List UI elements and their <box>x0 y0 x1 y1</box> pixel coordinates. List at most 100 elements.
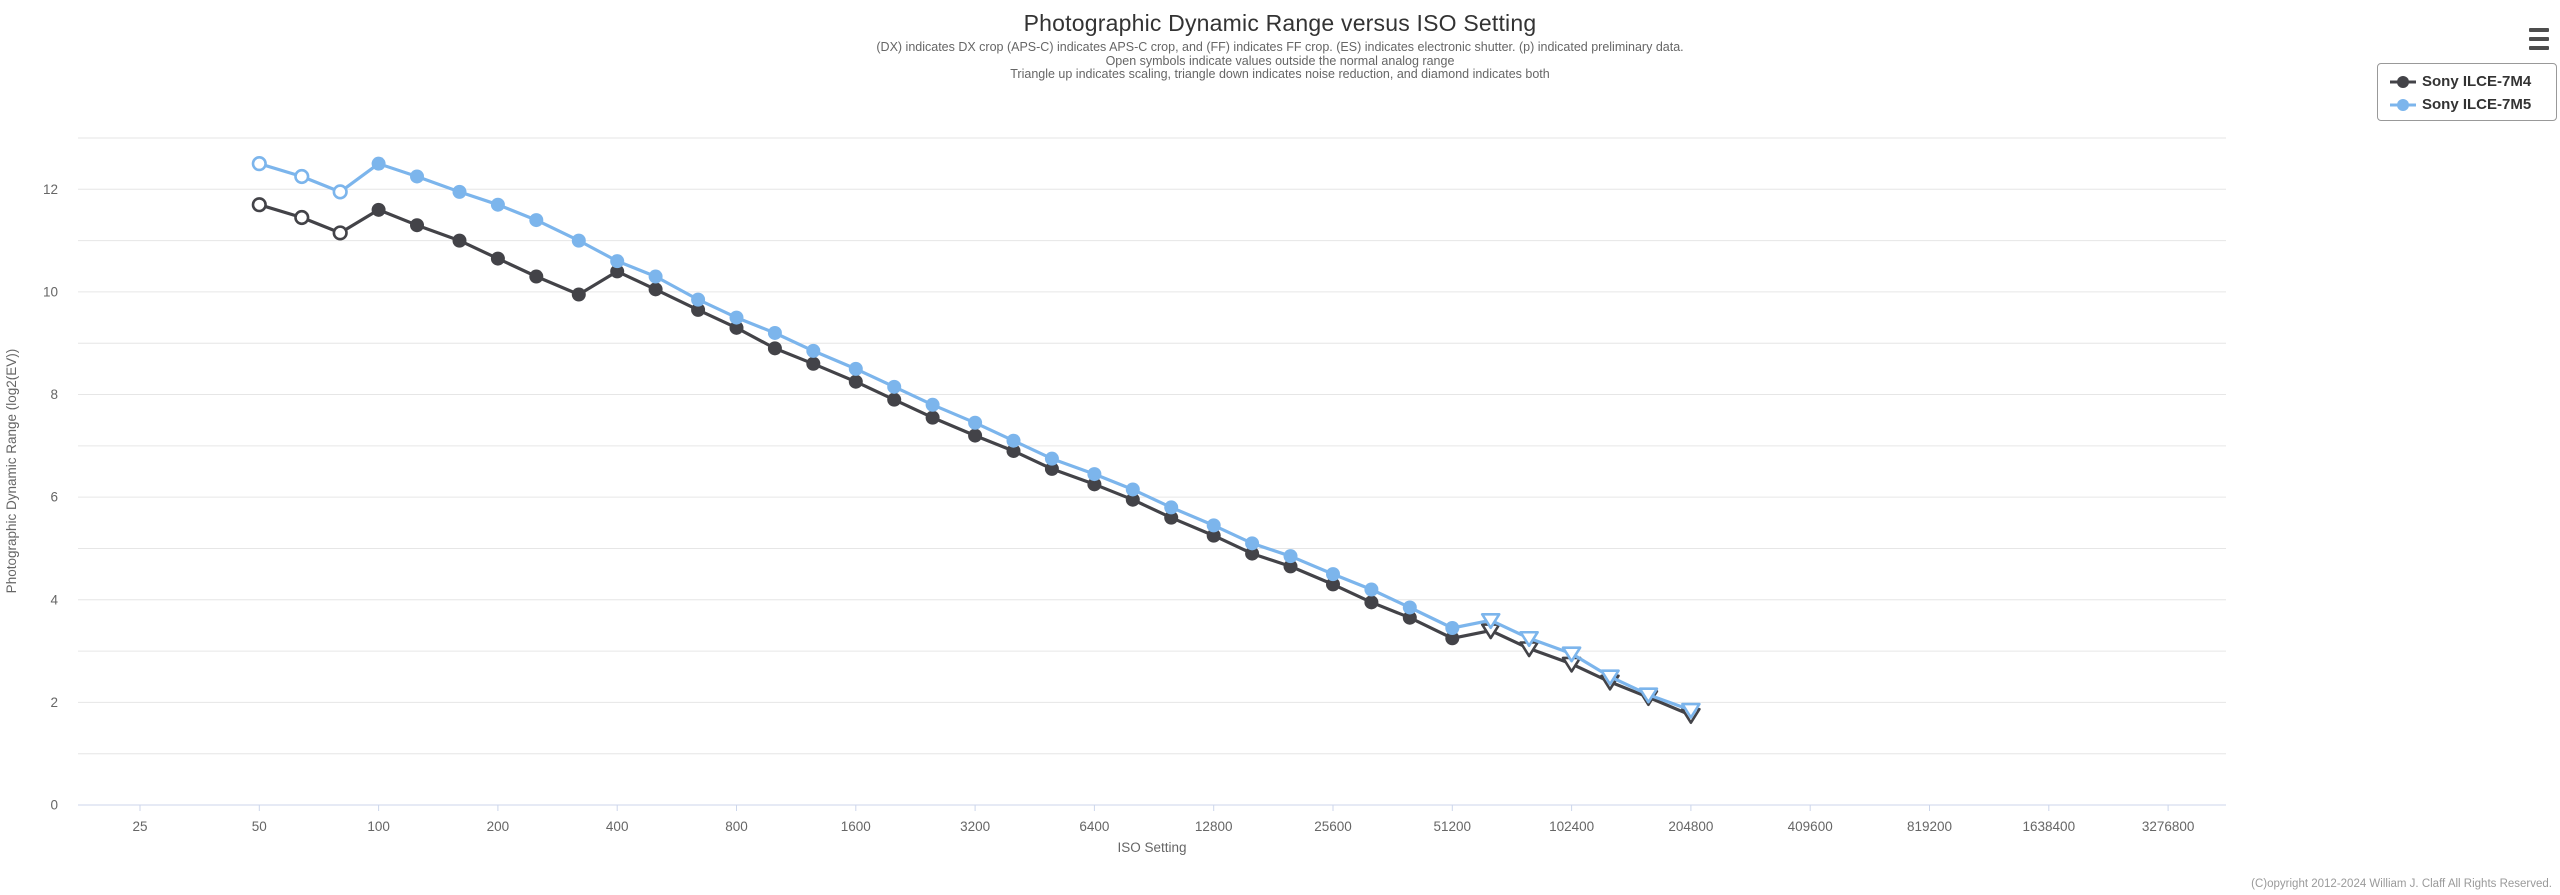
x-tick-label: 200 <box>487 819 510 834</box>
data-point-open[interactable] <box>251 156 267 172</box>
data-point[interactable] <box>848 361 863 376</box>
series-sony-ilce-7m5 <box>251 156 1701 719</box>
data-point-triangle-down[interactable] <box>1600 669 1620 686</box>
data-point-triangle-down[interactable] <box>1480 612 1501 630</box>
data-point[interactable] <box>1402 600 1417 615</box>
data-point[interactable] <box>1087 467 1102 482</box>
x-tick-label: 50 <box>252 819 267 834</box>
data-point[interactable] <box>1283 559 1298 574</box>
data-point[interactable] <box>887 392 902 407</box>
data-point[interactable] <box>1445 631 1460 646</box>
data-point[interactable] <box>610 264 625 279</box>
x-tick-label: 1638400 <box>2023 819 2076 834</box>
chart-subtitle: (DX) indicates DX crop (APS-C) indicates… <box>0 40 2560 82</box>
y-tick-label: 0 <box>50 798 58 813</box>
x-tick-label: 800 <box>725 819 748 834</box>
data-point[interactable] <box>1044 451 1059 466</box>
legend: Sony ILCE-7M4 Sony ILCE-7M5 <box>2377 63 2557 121</box>
x-tick-label: 3276800 <box>2142 819 2195 834</box>
x-tick-label: 51200 <box>1434 819 1472 834</box>
chart-title: Photographic Dynamic Range versus ISO Se… <box>1023 10 1537 36</box>
data-point[interactable] <box>571 233 586 248</box>
data-point[interactable] <box>1006 433 1021 448</box>
subtitle-line-2: Open symbols indicate values outside the… <box>1105 53 1455 68</box>
data-point[interactable] <box>1283 549 1298 564</box>
data-point[interactable] <box>691 292 706 307</box>
data-point[interactable] <box>452 184 467 199</box>
data-point[interactable] <box>729 310 744 325</box>
legend-item-sony-ilce-7m4[interactable]: Sony ILCE-7M4 <box>2390 70 2556 93</box>
x-tick-label: 25600 <box>1314 819 1352 834</box>
data-point[interactable] <box>371 156 386 171</box>
y-tick-label: 8 <box>50 387 58 402</box>
data-point[interactable] <box>925 397 940 412</box>
data-point[interactable] <box>410 169 425 184</box>
data-point[interactable] <box>1125 492 1140 507</box>
data-point[interactable] <box>848 374 863 389</box>
data-point[interactable] <box>1206 528 1221 543</box>
data-point-open[interactable] <box>332 184 348 200</box>
data-point[interactable] <box>1006 443 1021 458</box>
data-point-open[interactable] <box>294 209 310 226</box>
legend-circle-icon <box>2397 75 2409 88</box>
data-point[interactable] <box>571 287 586 302</box>
x-tick-label: 409600 <box>1788 819 1833 834</box>
data-point-triangle-down[interactable] <box>1561 646 1582 663</box>
data-point-open[interactable] <box>294 168 310 185</box>
x-tick-label: 102400 <box>1549 819 1594 834</box>
data-point[interactable] <box>1326 577 1340 592</box>
data-point[interactable] <box>887 379 902 394</box>
data-point-triangle-down[interactable] <box>1681 702 1701 719</box>
x-tick-label: 3200 <box>960 819 990 834</box>
data-point[interactable] <box>410 218 425 233</box>
data-point[interactable] <box>490 251 505 266</box>
data-point[interactable] <box>1326 567 1340 582</box>
data-point[interactable] <box>968 428 983 443</box>
data-point[interactable] <box>1125 482 1140 497</box>
x-tick-label: 12800 <box>1195 819 1233 834</box>
data-point[interactable] <box>806 343 821 358</box>
data-point[interactable] <box>529 269 544 284</box>
data-point[interactable] <box>610 254 625 269</box>
y-axis-title: Photographic Dynamic Range (log2(EV)) <box>4 349 19 594</box>
copyright-notice: (C)opyright 2012-2024 William J. Claff A… <box>2251 878 2552 890</box>
data-point[interactable] <box>452 233 467 248</box>
data-point[interactable] <box>1164 510 1179 525</box>
y-tick-label: 10 <box>43 284 58 299</box>
series-layer <box>251 156 1701 725</box>
data-point[interactable] <box>968 415 983 430</box>
data-point[interactable] <box>925 410 940 425</box>
data-point[interactable] <box>490 197 505 212</box>
data-point[interactable] <box>529 213 544 228</box>
data-point[interactable] <box>1044 461 1059 476</box>
data-point[interactable] <box>648 282 663 297</box>
data-point[interactable] <box>1245 536 1260 551</box>
data-point[interactable] <box>1364 582 1379 597</box>
data-point-open[interactable] <box>251 197 267 213</box>
data-point[interactable] <box>371 202 386 217</box>
data-point[interactable] <box>1164 500 1179 515</box>
data-point[interactable] <box>648 269 663 284</box>
data-point[interactable] <box>1206 518 1221 533</box>
data-point[interactable] <box>729 320 744 335</box>
data-point-triangle-down[interactable] <box>1519 630 1539 648</box>
data-point[interactable] <box>767 341 782 356</box>
data-point[interactable] <box>767 325 782 340</box>
hamburger-icon <box>2529 46 2549 50</box>
x-axis-title: ISO Setting <box>1117 840 1186 855</box>
data-point[interactable] <box>806 356 821 371</box>
data-point-triangle-down[interactable] <box>1638 687 1659 704</box>
data-point[interactable] <box>1364 595 1379 610</box>
data-point[interactable] <box>1445 620 1460 635</box>
legend-item-sony-ilce-7m5[interactable]: Sony ILCE-7M5 <box>2390 93 2556 116</box>
data-point[interactable] <box>1402 610 1417 625</box>
gridlines <box>78 137 2226 755</box>
data-point[interactable] <box>691 302 706 317</box>
data-point-open[interactable] <box>332 225 348 241</box>
data-point[interactable] <box>1245 546 1260 561</box>
data-point[interactable] <box>1087 477 1102 492</box>
x-tick-label: 1600 <box>841 819 871 834</box>
series-sony-ilce-7m4 <box>251 197 1701 725</box>
export-menu-button[interactable] <box>2529 28 2549 50</box>
